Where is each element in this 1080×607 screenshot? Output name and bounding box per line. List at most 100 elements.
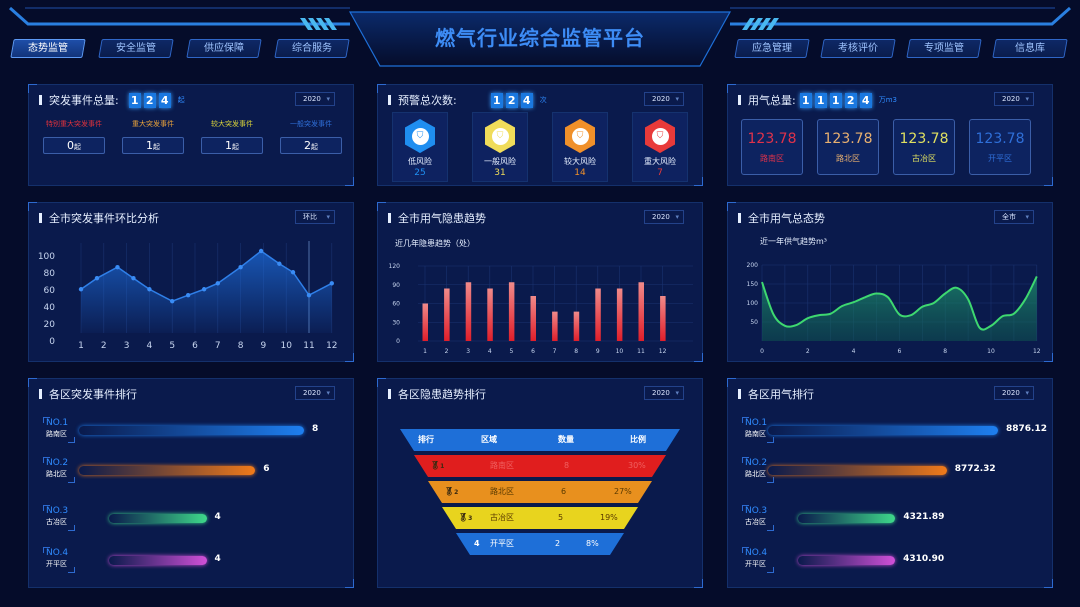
series-line — [761, 275, 1038, 331]
district-gas-card: 123.78 开平区 — [969, 119, 1031, 175]
rank-bar — [798, 514, 896, 523]
event-level-item: 一般突发事件 2起 — [272, 119, 350, 154]
count: 8 — [564, 461, 570, 470]
year-select[interactable]: 2020 — [295, 92, 335, 106]
rank-bar — [109, 514, 207, 523]
year-select[interactable]: 2020 — [644, 210, 684, 224]
nav-special[interactable]: 专项监管 — [906, 39, 982, 58]
gas-trend-panel: 全市用气总态势 全市 近一年供气趋势m³ 50 100 150 200 0 2 4 6 8 10 1… — [727, 202, 1053, 362]
nav-label: 应急管理 — [752, 43, 792, 54]
year-select[interactable]: 2020 — [295, 386, 335, 400]
gas-area-chart: 50 100 150 200 0 2 4 6 8 10 12 — [747, 262, 1041, 355]
y-tick-label: 30 — [392, 319, 400, 326]
event-count: 1 — [225, 139, 232, 152]
year-select[interactable]: 2020 — [994, 92, 1034, 106]
rank-no: NO.4 — [46, 548, 69, 558]
nav-service[interactable]: 综合服务 — [274, 39, 350, 58]
event-count: 0 — [67, 139, 74, 152]
nav-info[interactable]: 信息库 — [992, 39, 1068, 58]
x-tick-label: 8 — [238, 341, 244, 351]
risk-count: 31 — [494, 168, 506, 178]
risk-label: 重大风险 — [644, 157, 676, 166]
nav-safety[interactable]: 安全监管 — [98, 39, 174, 58]
unit: 起 — [177, 96, 185, 104]
x-tick-label: 11 — [303, 341, 314, 351]
bar — [595, 288, 601, 341]
rank-bar — [79, 426, 304, 435]
x-tick-label: 6 — [897, 348, 901, 355]
digit: 1 — [490, 92, 503, 108]
shield-alert-icon: ⛉ — [645, 119, 675, 153]
funnel-header: 比例 — [630, 435, 646, 444]
rank-bar — [79, 466, 256, 475]
x-tick-label: 6 — [192, 341, 198, 351]
nav-situation[interactable]: 态势监管 — [10, 39, 86, 58]
y-tick-label: 50 — [750, 319, 758, 326]
x-tick-label: 4 — [488, 348, 492, 355]
ratio: 30% — [628, 461, 646, 470]
ratio: 27% — [614, 487, 632, 496]
y-tick-label: 80 — [44, 269, 56, 279]
medal-icon: 🏅︎1 — [430, 461, 445, 470]
district-name: 开平区 — [988, 154, 1012, 163]
x-tick-label: 2 — [101, 341, 107, 351]
data-point — [290, 270, 296, 275]
year-select[interactable]: 2020 — [644, 92, 684, 106]
nav-evaluation[interactable]: 考核评价 — [820, 39, 896, 58]
y-tick-label: 200 — [747, 262, 759, 269]
area: 开平区 — [490, 539, 514, 548]
rank-bar — [798, 556, 896, 565]
chart-subtitle: 近几年隐患趋势（处） — [395, 239, 475, 248]
year-select[interactable]: 2020 — [644, 386, 684, 400]
gas-value: 123.78 — [975, 131, 1025, 147]
bar — [422, 303, 428, 341]
nav-emergency[interactable]: 应急管理 — [734, 39, 810, 58]
bar — [487, 288, 493, 341]
count: 5 — [558, 513, 564, 522]
count: 2 — [555, 539, 561, 548]
rank-no: NO.1 — [745, 418, 768, 428]
district-select[interactable]: 全市 — [994, 210, 1034, 224]
x-tick-label: 2 — [445, 348, 449, 355]
chart-title: 全市用气总态势 — [748, 212, 825, 225]
data-point — [78, 287, 84, 292]
x-tick-label: 3 — [466, 348, 470, 355]
x-tick-label: 10 — [280, 341, 292, 351]
x-tick-label: 1 — [423, 348, 427, 355]
rank-no: NO.3 — [745, 506, 768, 516]
year-select[interactable]: 2020 — [994, 386, 1034, 400]
bar — [573, 311, 580, 341]
hazard-rank-title: 各区隐患趋势排行 — [398, 388, 486, 401]
funnel-header: 区域 — [481, 435, 497, 444]
chart-title: 全市突发事件环比分析 — [49, 212, 159, 225]
rank-bar — [768, 466, 947, 475]
compare-select[interactable]: 环比 — [295, 210, 335, 224]
nav-supply[interactable]: 供应保障 — [186, 39, 262, 58]
x-tick-label: 11 — [637, 348, 645, 355]
medal-icon: 🏅︎2 — [444, 487, 459, 496]
event-count-box: 2起 — [280, 137, 342, 154]
funnel-row-band — [428, 481, 652, 503]
series-area — [762, 276, 1037, 341]
warnings-title: 预警总次数: — [398, 94, 457, 107]
data-point — [115, 264, 120, 270]
x-tick-label: 10 — [987, 348, 995, 355]
bar — [444, 288, 450, 341]
chart-subtitle: 近一年供气趋势m³ — [760, 237, 827, 246]
risk-count: 14 — [574, 168, 586, 178]
x-tick-label: 4 — [147, 341, 153, 351]
rank-value: 4 — [214, 512, 221, 522]
bar — [530, 296, 536, 341]
x-tick-label: 4 — [852, 348, 856, 355]
funnel-row-band — [456, 533, 624, 555]
nav-label: 信息库 — [1015, 43, 1045, 54]
rank-badge: NO.3 古冶区 — [43, 505, 75, 531]
bar — [616, 288, 623, 341]
rank-value: 4321.89 — [903, 512, 945, 522]
data-point — [170, 298, 175, 304]
y-tick-label: 150 — [747, 281, 759, 288]
